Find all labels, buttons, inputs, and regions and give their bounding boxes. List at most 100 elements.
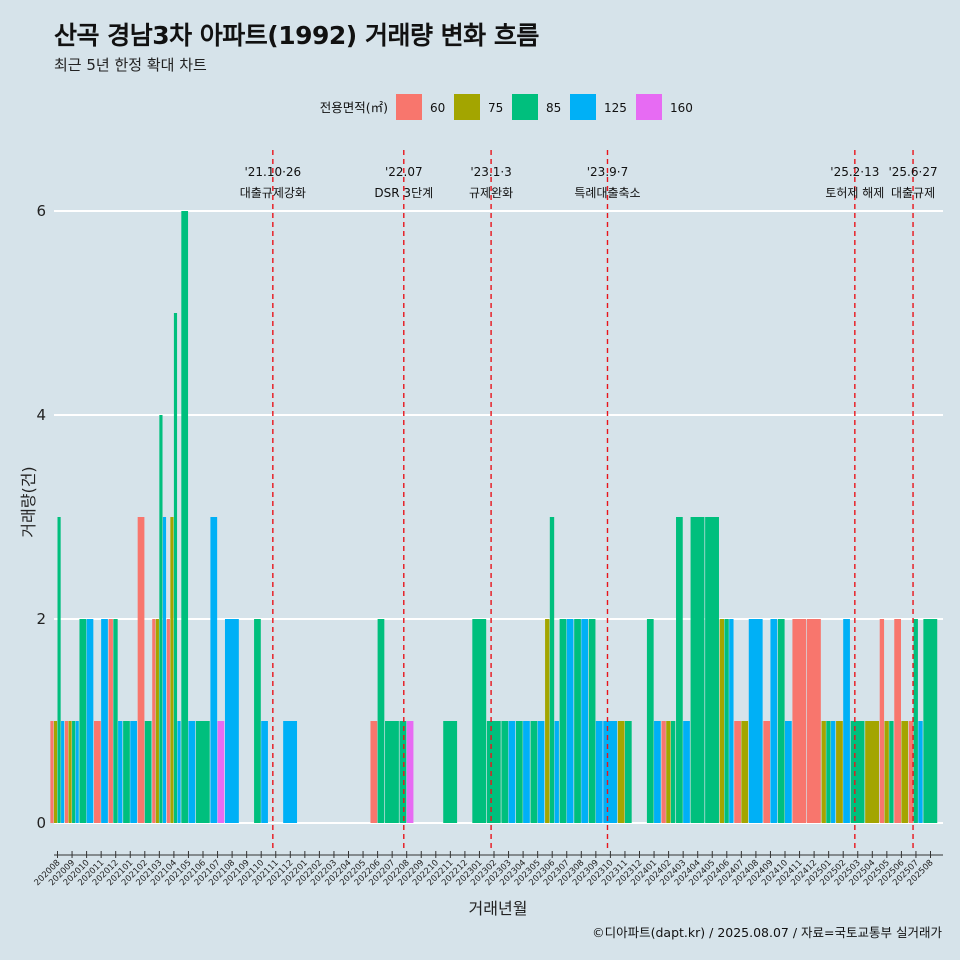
bar-202504-75: [865, 721, 880, 823]
bars: [50, 211, 938, 823]
bar-202009-60: [64, 721, 69, 823]
bar-202303-85: [501, 721, 509, 823]
bar-202208-160: [406, 721, 414, 823]
event-date-2: '23.1·3: [470, 165, 511, 179]
bar-202009-125: [75, 721, 79, 823]
bar-202505-60: [879, 619, 885, 823]
bar-202501-85: [826, 721, 831, 823]
event-label-3: 특례대출축소: [574, 186, 640, 200]
legend-swatch-125: [570, 94, 596, 120]
bar-202011-60: [94, 721, 101, 823]
bar-202405-85: [705, 517, 719, 823]
y-tick-label: 2: [36, 610, 46, 628]
bar-202409-60: [763, 721, 771, 823]
bar-202103-60: [152, 619, 156, 823]
bar-202401-125: [654, 721, 661, 823]
bar-202402-75: [666, 721, 671, 823]
bar-202404-85: [690, 517, 705, 823]
bar-202105-85: [181, 211, 189, 823]
bar-202406-85: [724, 619, 729, 823]
bar-202008-125: [61, 721, 65, 823]
legend-label-75: 75: [488, 101, 503, 115]
bar-202101-125: [130, 721, 137, 823]
bar-202501-125: [831, 721, 836, 823]
bar-202402-85: [670, 721, 676, 823]
event-label-5: 대출규제: [891, 186, 935, 200]
bar-202406-75: [719, 619, 725, 823]
bar-202104-125: [177, 721, 181, 823]
bar-202303-125: [508, 721, 516, 823]
event-date-0: '21.10·26: [244, 165, 301, 179]
bar-202408-125: [748, 619, 763, 823]
bar-202206-60: [370, 721, 378, 823]
bar-202011-125: [101, 619, 108, 823]
y-tick-label: 0: [36, 814, 46, 832]
bar-202407-75: [741, 721, 749, 823]
bar-202507-125: [918, 721, 923, 823]
bar-202502-125: [843, 619, 850, 823]
legend-swatch-160: [636, 94, 662, 120]
bar-202104-60: [166, 619, 170, 823]
bar-202403-125: [683, 721, 690, 823]
event-label-1: DSR 3단계: [374, 186, 433, 200]
bar-202009-75: [68, 721, 72, 823]
bar-202101-85: [123, 721, 130, 823]
bar-202310-125: [603, 721, 618, 823]
bar-202110-125: [261, 721, 268, 823]
chart-title: 산곡 경남3차 아파트(1992) 거래량 변화 흐름: [54, 21, 539, 50]
bar-202107-125: [210, 517, 218, 823]
bar-202207-85: [385, 721, 399, 823]
bar-202402-60: [661, 721, 666, 823]
y-axis: 0 2 4 6: [36, 202, 46, 832]
bar-202103-75: [155, 619, 159, 823]
bar-202108-125: [224, 619, 239, 823]
bar-202309-125: [595, 721, 603, 823]
legend-label-160: 160: [670, 101, 693, 115]
bar-202505-75: [884, 721, 889, 823]
bar-202012-85: [113, 619, 118, 823]
bar-202305-85: [530, 721, 538, 823]
bar-202302-85: [486, 721, 501, 823]
bar-202211-85: [443, 721, 458, 823]
bar-202009-85: [72, 721, 76, 823]
bar-202306-75: [545, 619, 550, 823]
bar-202306-125: [554, 721, 559, 823]
bar-202409-125: [770, 619, 778, 823]
bar-202103-85: [159, 415, 163, 823]
bar-202112-125: [283, 721, 298, 823]
event-label-0: 대출규제강화: [240, 186, 306, 200]
bar-202110-85: [254, 619, 261, 823]
bar-202508-85: [923, 619, 938, 823]
legend-label-125: 125: [604, 101, 627, 115]
bar-202503-85: [850, 721, 865, 823]
bar-202012-60: [108, 619, 113, 823]
bar-202311-85: [624, 721, 632, 823]
legend-label-85: 85: [546, 101, 561, 115]
bar-202307-85: [559, 619, 567, 823]
bar-202501-75: [821, 721, 826, 823]
legend-title: 전용면적(㎡): [320, 100, 388, 115]
bar-202506-75: [901, 721, 909, 823]
y-tick-label: 6: [36, 202, 46, 220]
bar-202412-60: [806, 619, 821, 823]
legend-swatch-75: [454, 94, 480, 120]
bar-202104-75: [170, 517, 174, 823]
bar-202306-85: [549, 517, 555, 823]
bar-202406-125: [729, 619, 734, 823]
bar-202307-125: [566, 619, 574, 823]
bar-202208-85: [399, 721, 407, 823]
event-date-1: '22.07: [385, 165, 423, 179]
legend-swatch-60: [396, 94, 422, 120]
legend-label-60: 60: [430, 101, 445, 115]
bar-202410-85: [777, 619, 785, 823]
bar-202305-125: [537, 721, 545, 823]
event-date-4: '25.2·13: [830, 165, 879, 179]
bar-202505-85: [889, 721, 894, 823]
y-tick-label: 4: [36, 406, 46, 424]
bar-202008-60: [50, 721, 54, 823]
bar-202104-85: [173, 313, 178, 823]
bar-202407-60: [734, 721, 741, 823]
bar-202301-85: [472, 619, 487, 823]
event-label-2: 규제완화: [469, 186, 513, 200]
